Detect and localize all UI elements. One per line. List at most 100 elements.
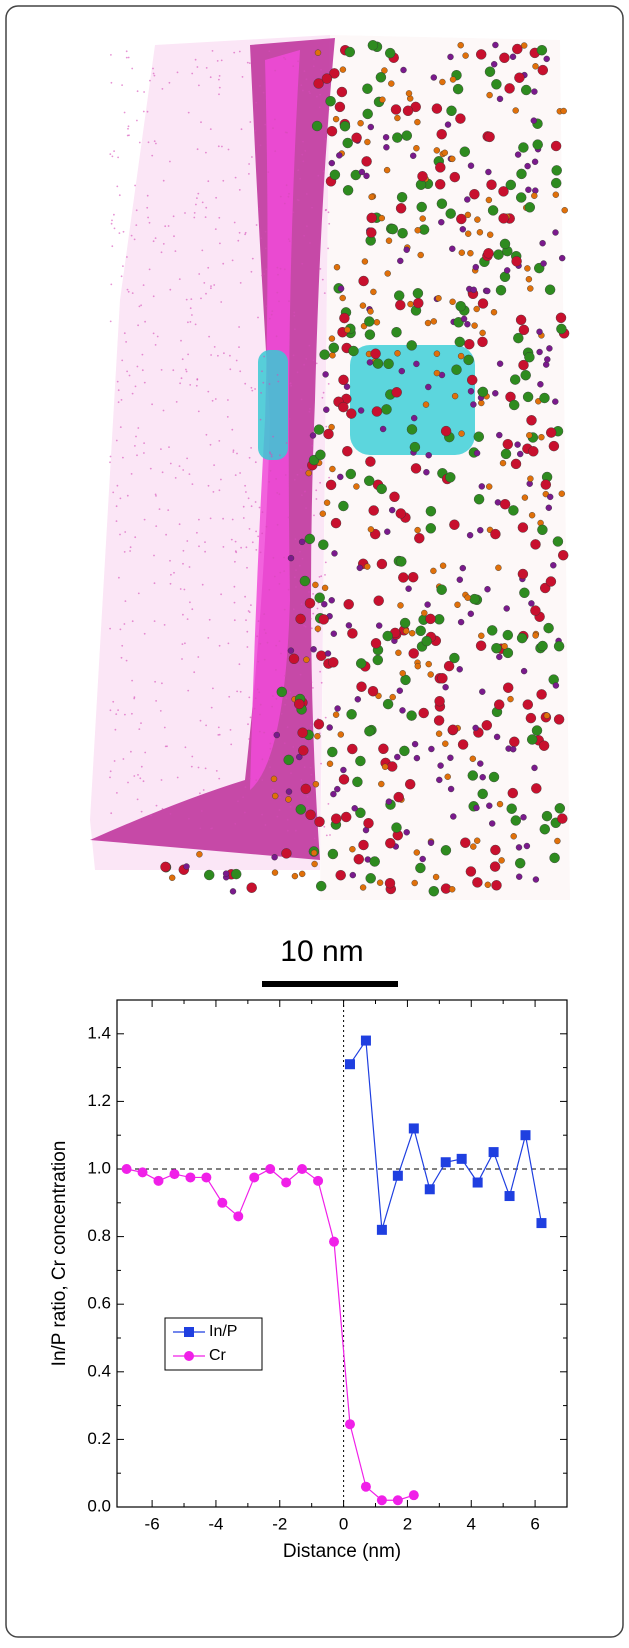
ion (297, 169, 300, 172)
atom (486, 483, 493, 490)
ion (227, 148, 230, 151)
atom (553, 641, 565, 652)
atom (449, 76, 457, 83)
ion (246, 61, 249, 64)
ion (220, 478, 222, 481)
ion (115, 520, 118, 522)
atom (520, 370, 531, 381)
legend-label: In/P (209, 1323, 237, 1340)
ion (308, 410, 311, 413)
chart: -6 -4 -2 0 2 4 6 0.0 0.2 0.4 0.6 0.8 1.0 1.2 1.4 Distan… (49, 999, 568, 1562)
atom (305, 469, 312, 477)
ion (227, 642, 230, 645)
atom (477, 760, 484, 767)
atom (390, 104, 402, 115)
atom (489, 861, 501, 872)
ion (323, 292, 326, 294)
atom (365, 873, 376, 884)
ion (324, 574, 326, 576)
atom (464, 594, 471, 601)
y-tick-label: 1.2 (87, 1091, 111, 1110)
atom (295, 804, 306, 815)
atom (314, 592, 325, 603)
atom (492, 41, 499, 49)
ion (186, 540, 189, 542)
ion (155, 700, 158, 702)
ion (218, 78, 220, 81)
atom (484, 131, 495, 143)
atom (469, 755, 476, 762)
atom (462, 52, 469, 59)
atom (300, 783, 311, 795)
atom (353, 854, 364, 865)
ion (308, 344, 311, 347)
ion (167, 509, 170, 511)
ion (280, 652, 282, 655)
atom (477, 298, 489, 309)
ion (239, 282, 242, 284)
ion (109, 627, 111, 630)
atom (520, 667, 528, 675)
ion (116, 185, 119, 188)
ion (259, 144, 262, 147)
atom (396, 556, 407, 567)
atom (359, 302, 367, 309)
atom (311, 860, 318, 868)
ion (278, 809, 281, 811)
atom (338, 774, 350, 785)
atom (425, 506, 437, 517)
atom (464, 211, 472, 219)
atom (356, 658, 367, 669)
ion (300, 468, 302, 471)
data-point (281, 1177, 292, 1188)
atom (328, 657, 339, 668)
atom (370, 348, 381, 359)
atom (395, 203, 407, 214)
ion (292, 211, 295, 214)
atom (385, 798, 393, 805)
ion (245, 619, 247, 621)
ion (263, 273, 266, 275)
ion (152, 67, 154, 70)
ion (196, 148, 199, 151)
atom (508, 505, 519, 516)
y-tick-label: 0.2 (87, 1429, 111, 1448)
ion (113, 150, 115, 153)
ion (288, 300, 290, 303)
atom (336, 86, 348, 98)
ion (133, 697, 136, 700)
atom (381, 404, 392, 415)
ion (140, 304, 143, 307)
ion (300, 584, 303, 587)
ion (290, 384, 292, 387)
atom (385, 47, 396, 59)
ion (191, 483, 194, 485)
ion (136, 454, 138, 457)
ion (311, 206, 313, 209)
atom (444, 121, 452, 128)
ion (182, 469, 185, 471)
ion (270, 313, 273, 316)
atom (514, 441, 521, 448)
atom (515, 844, 523, 851)
atom (553, 714, 565, 725)
atom (492, 390, 499, 397)
ion (246, 566, 248, 569)
atom (479, 688, 486, 695)
atom (530, 605, 541, 616)
ion (199, 827, 202, 830)
atom (540, 479, 551, 490)
ion (127, 125, 130, 128)
atom (469, 593, 480, 605)
atom (338, 500, 349, 512)
atom (447, 754, 454, 761)
atom (560, 107, 567, 115)
atom (401, 130, 412, 141)
ion (312, 687, 314, 689)
atom (328, 342, 339, 353)
ion (189, 601, 191, 604)
ion (303, 766, 306, 768)
atom (430, 567, 437, 575)
atom (424, 319, 432, 327)
ion (234, 823, 237, 825)
